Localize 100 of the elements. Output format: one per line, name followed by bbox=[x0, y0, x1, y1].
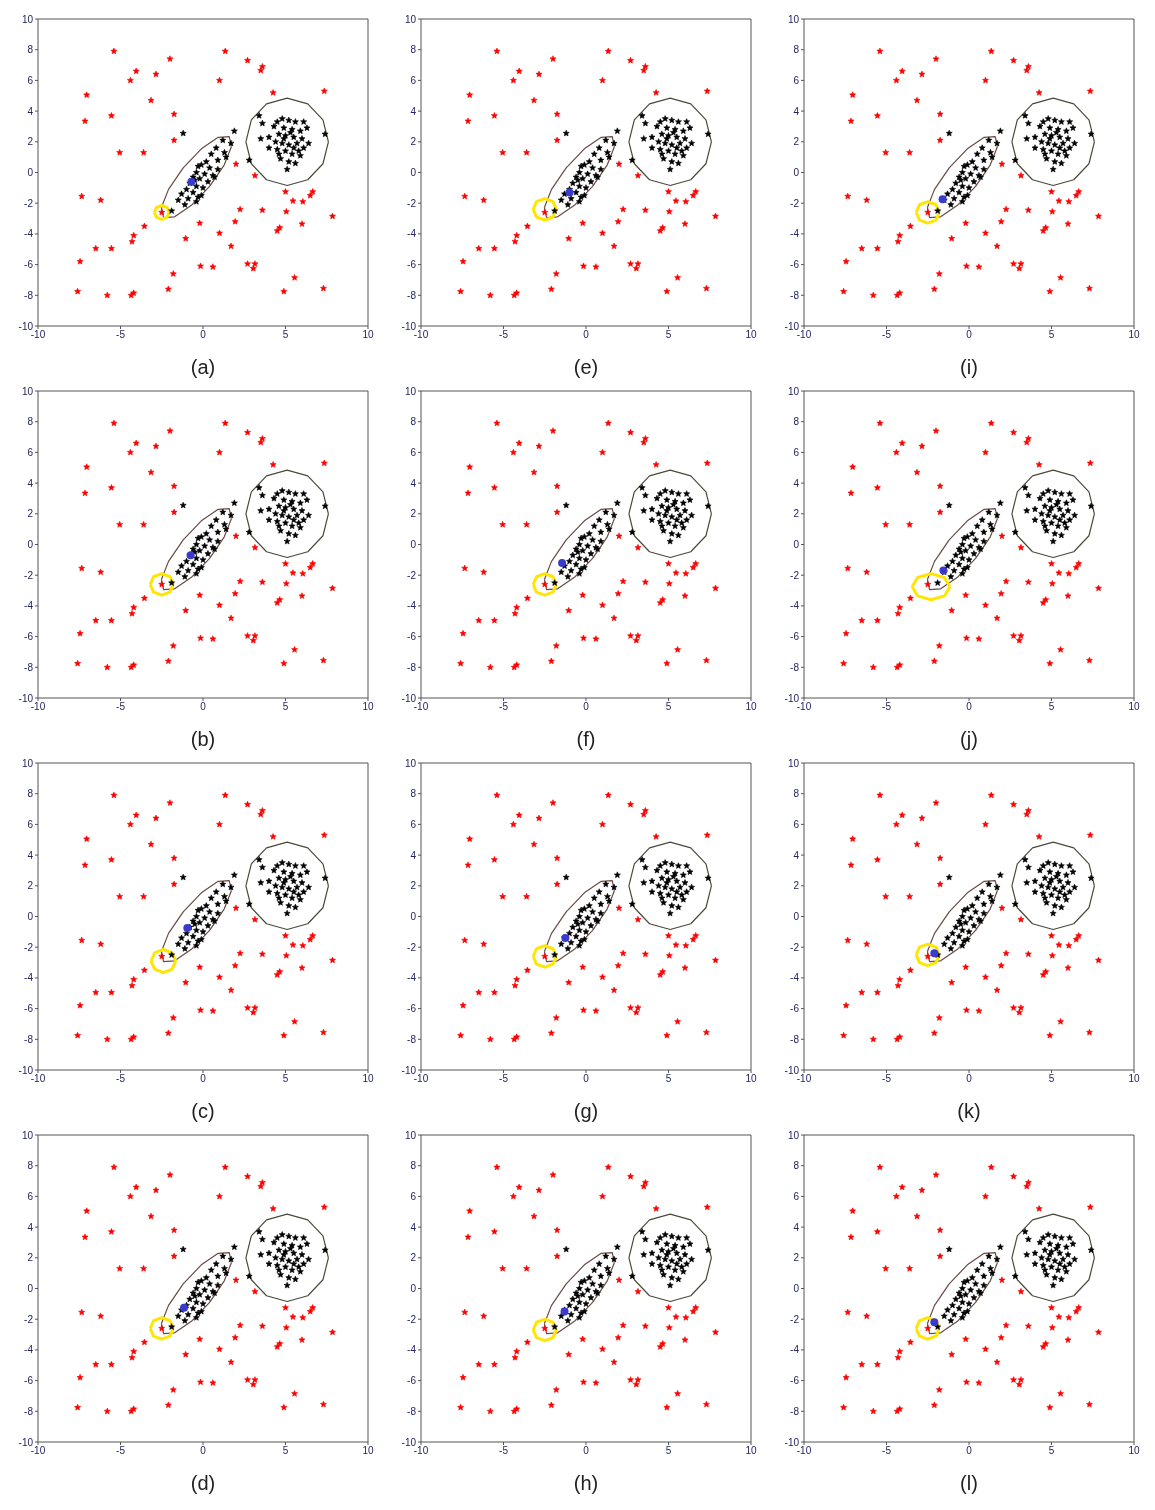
y-tick-label: -8 bbox=[407, 1033, 417, 1045]
y-tick-label: -10 bbox=[784, 1436, 800, 1448]
y-tick-label: 6 bbox=[410, 74, 417, 86]
y-tick-label: 8 bbox=[410, 44, 417, 56]
x-axis-title: (i) bbox=[960, 356, 978, 378]
y-tick-label: 4 bbox=[410, 1221, 417, 1233]
y-tick-label: 0 bbox=[27, 539, 34, 551]
x-tick-label: 0 bbox=[966, 329, 973, 341]
x-tick-label: 5 bbox=[665, 701, 672, 713]
y-tick-label: -2 bbox=[24, 197, 34, 209]
x-tick-label: 5 bbox=[1048, 701, 1055, 713]
x-tick-label: -5 bbox=[882, 701, 892, 713]
x-tick-label: 0 bbox=[200, 1073, 207, 1085]
y-tick-label: 10 bbox=[404, 1129, 417, 1141]
y-tick-label: -4 bbox=[24, 1344, 34, 1356]
y-tick-label: -2 bbox=[407, 941, 417, 953]
x-tick-label: -5 bbox=[116, 1073, 126, 1085]
y-tick-label: -6 bbox=[24, 259, 34, 271]
x-axis-title: (d) bbox=[190, 1472, 216, 1494]
y-tick-label: 6 bbox=[793, 74, 800, 86]
y-tick-label: -6 bbox=[790, 631, 800, 643]
y-tick-label: 10 bbox=[404, 757, 417, 769]
y-tick-label: -4 bbox=[407, 1344, 417, 1356]
y-tick-label: 2 bbox=[27, 136, 34, 148]
y-tick-label: -6 bbox=[24, 1003, 34, 1015]
x-tick-label: -5 bbox=[116, 701, 126, 713]
x-tick-label: 10 bbox=[362, 701, 374, 713]
x-tick-label: 10 bbox=[1128, 701, 1140, 713]
y-tick-label: -6 bbox=[790, 1375, 800, 1387]
y-tick-label: -10 bbox=[18, 1064, 34, 1076]
y-tick-label: 10 bbox=[787, 13, 800, 25]
x-axis-title: (e) bbox=[573, 356, 599, 378]
y-tick-label: 8 bbox=[27, 416, 34, 428]
y-tick-label: -8 bbox=[790, 1405, 800, 1417]
y-tick-label: -2 bbox=[790, 941, 800, 953]
y-tick-label: -6 bbox=[790, 259, 800, 271]
y-tick-label: 4 bbox=[27, 849, 34, 861]
x-tick-label: 0 bbox=[200, 1445, 207, 1457]
y-tick-label: 4 bbox=[410, 849, 417, 861]
y-tick-label: 2 bbox=[410, 508, 417, 520]
x-tick-label: -5 bbox=[499, 329, 509, 341]
y-tick-label: 2 bbox=[27, 508, 34, 520]
x-tick-label: 0 bbox=[583, 329, 590, 341]
x-tick-label: 10 bbox=[745, 329, 757, 341]
y-tick-label: -8 bbox=[790, 289, 800, 301]
y-tick-label: 0 bbox=[410, 911, 417, 923]
y-tick-label: -6 bbox=[790, 1003, 800, 1015]
y-tick-label: -2 bbox=[24, 1313, 34, 1325]
y-tick-label: 8 bbox=[793, 788, 800, 800]
y-tick-label: 2 bbox=[793, 880, 800, 892]
x-tick-label: 10 bbox=[1128, 1073, 1140, 1085]
x-tick-label: 5 bbox=[282, 1445, 289, 1457]
y-tick-label: -2 bbox=[790, 1313, 800, 1325]
y-tick-label: -2 bbox=[407, 1313, 417, 1325]
y-tick-label: 4 bbox=[793, 105, 800, 117]
y-tick-label: -2 bbox=[24, 941, 34, 953]
y-tick-label: -4 bbox=[790, 1344, 800, 1356]
y-tick-label: 0 bbox=[410, 167, 417, 179]
y-tick-label: 6 bbox=[410, 446, 417, 458]
y-tick-label: 0 bbox=[793, 1283, 800, 1295]
y-tick-label: -10 bbox=[401, 1436, 417, 1448]
x-tick-label: 0 bbox=[966, 701, 973, 713]
y-tick-label: 4 bbox=[27, 1221, 34, 1233]
y-tick-label: 8 bbox=[793, 416, 800, 428]
x-tick-label: 5 bbox=[665, 329, 672, 341]
x-tick-label: 0 bbox=[583, 1445, 590, 1457]
x-tick-label: 0 bbox=[583, 701, 590, 713]
y-tick-label: 10 bbox=[21, 13, 34, 25]
y-tick-label: 6 bbox=[410, 818, 417, 830]
y-tick-label: -8 bbox=[24, 1405, 34, 1417]
y-tick-label: 0 bbox=[793, 167, 800, 179]
y-tick-label: -8 bbox=[24, 1033, 34, 1045]
y-tick-label: -6 bbox=[24, 631, 34, 643]
x-tick-label: 5 bbox=[282, 701, 289, 713]
y-tick-label: 0 bbox=[27, 911, 34, 923]
x-axis-title: (b) bbox=[190, 728, 216, 750]
y-tick-label: 2 bbox=[793, 508, 800, 520]
y-tick-label: -6 bbox=[407, 1375, 417, 1387]
y-tick-label: -8 bbox=[24, 289, 34, 301]
y-tick-label: 4 bbox=[793, 849, 800, 861]
x-tick-label: 5 bbox=[282, 1073, 289, 1085]
y-tick-label: 10 bbox=[21, 385, 34, 397]
x-tick-label: 10 bbox=[362, 1445, 374, 1457]
y-tick-label: -2 bbox=[407, 569, 417, 581]
y-tick-label: 10 bbox=[404, 385, 417, 397]
y-tick-label: -8 bbox=[407, 1405, 417, 1417]
x-tick-label: 0 bbox=[966, 1445, 973, 1457]
y-tick-label: 0 bbox=[410, 1283, 417, 1295]
y-tick-label: 6 bbox=[410, 1190, 417, 1202]
y-tick-label: -10 bbox=[784, 1064, 800, 1076]
y-tick-label: 10 bbox=[787, 757, 800, 769]
y-tick-label: 8 bbox=[27, 1160, 34, 1172]
x-axis-title: (l) bbox=[960, 1472, 978, 1494]
y-tick-label: -8 bbox=[790, 661, 800, 673]
y-tick-label: 2 bbox=[410, 136, 417, 148]
y-tick-label: 6 bbox=[793, 818, 800, 830]
x-axis-title: (a) bbox=[190, 356, 216, 378]
y-tick-label: 2 bbox=[410, 1252, 417, 1264]
x-tick-label: 0 bbox=[200, 329, 207, 341]
x-tick-label: 10 bbox=[745, 1073, 757, 1085]
